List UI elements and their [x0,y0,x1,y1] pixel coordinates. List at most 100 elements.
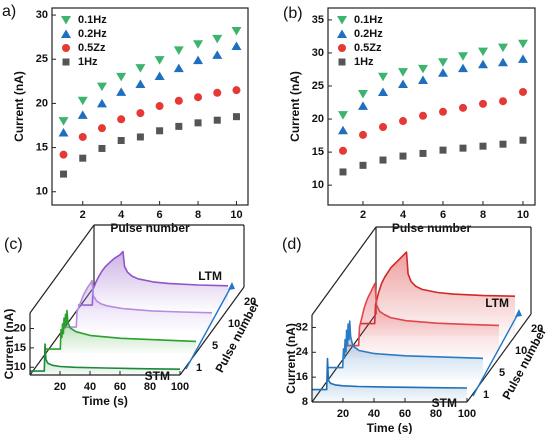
marker [136,109,145,118]
marker [418,64,428,74]
marker [499,140,507,148]
marker [232,86,241,95]
marker [98,144,106,152]
marker [378,87,388,96]
trace [360,251,516,325]
marker [58,128,69,137]
z-tick-label: 10 [515,345,527,357]
y-tick-label: 30 [312,47,324,59]
marker [499,97,507,106]
marker [439,107,447,116]
plot-frame [327,7,536,206]
trace [328,320,484,369]
marker [154,71,165,81]
marker [459,144,467,152]
marker [419,149,427,157]
z-tick-label: 1 [196,362,202,374]
trace-shading [78,251,228,309]
x-axis-title: Pulse number [392,221,472,235]
marker [479,142,487,150]
marker [379,156,387,164]
marker [459,103,467,112]
x-tick-label: 20 [54,381,66,393]
x-tick-label: 40 [84,381,96,393]
legend-label: 0.2Hz [354,28,383,40]
legend-marker [61,29,71,38]
marker [96,98,107,108]
marker [338,111,348,120]
z-axis-title: Pulse number [499,325,549,402]
marker [519,136,527,144]
marker [399,117,407,126]
x-axis-title: Time (s) [367,421,413,434]
annotation: STM [432,396,457,410]
legend-label: 0.5Zz [354,42,382,54]
panel-label: (d) [282,236,302,253]
marker [519,87,527,96]
marker [96,82,107,92]
legend-marker [337,29,347,38]
y-tick-label: 15 [36,141,48,153]
marker [173,46,184,55]
marker [358,89,368,99]
marker [60,170,68,178]
y-tick-label: 24 [296,346,309,358]
legend-label: 0.1Hz [354,14,383,26]
marker [212,50,223,59]
x-axis-title: Pulse number [110,221,190,235]
marker [518,54,528,63]
marker [78,132,87,141]
marker [156,127,164,135]
trace-shading [344,283,499,358]
trace [344,282,500,347]
panel-label: (c) [4,236,23,253]
x-tick-label: 80 [430,408,442,420]
arrow-head [515,309,522,317]
legend-label: 1Hz [354,56,374,68]
trace [30,343,181,372]
legend-marker [62,44,70,52]
x-tick-label: 40 [368,408,380,420]
panel-label: (b) [283,5,303,22]
y-tick-label: 32 [296,321,308,333]
legend-marker [62,58,70,66]
marker [418,75,428,85]
y-tick-label: 25 [36,53,48,65]
x-tick-label: 10 [230,209,242,221]
marker [174,96,183,105]
x-tick-label: 2 [360,209,366,221]
marker [173,63,184,73]
marker [213,88,222,97]
marker [398,79,408,89]
trace-shading [46,310,196,353]
marker [155,102,164,111]
arrow-head [228,282,235,290]
legend-marker [337,16,347,25]
marker [175,122,183,130]
marker [358,101,368,110]
y-tick-label: 10 [14,361,26,373]
marker [438,58,448,67]
marker [338,125,348,135]
legend-marker [338,58,346,66]
plot-frame [51,7,249,206]
marker [339,146,347,155]
trace [78,250,229,306]
y-tick-label: 20 [312,113,324,125]
marker [213,116,221,124]
z-tick-label: 5 [499,367,505,379]
marker [136,133,144,141]
marker [379,122,387,131]
y-tick-label: 20 [14,322,26,334]
y-tick-label: 15 [312,146,324,158]
marker [97,124,106,133]
marker [438,68,448,77]
y-tick-label: 8 [302,396,308,408]
trace-shading [360,252,515,336]
x-tick-label: 100 [171,381,189,393]
box-edge [29,224,95,314]
z-tick-label: 5 [212,340,218,352]
marker [458,52,468,61]
marker [398,68,408,77]
y-tick-label: 16 [296,371,308,383]
